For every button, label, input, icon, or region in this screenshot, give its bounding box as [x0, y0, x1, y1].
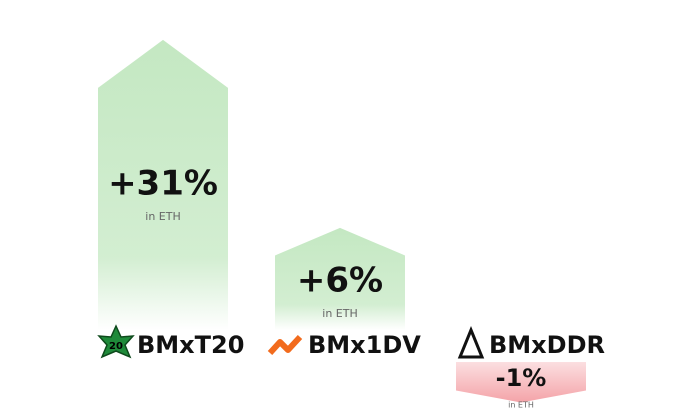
category-label: BMxDDR — [489, 331, 605, 359]
value-label: -1% — [496, 364, 547, 392]
value-label: +6% — [297, 260, 383, 300]
arrow-bar — [98, 39, 228, 330]
category-label: BMx1DV — [308, 331, 421, 359]
value-label: +31% — [108, 163, 218, 203]
unit-note: in ETH — [145, 210, 180, 223]
category-label: BMxT20 — [137, 331, 244, 359]
arrow-bar — [275, 227, 405, 330]
zigzag-icon — [267, 334, 303, 356]
delta-icon — [457, 326, 485, 359]
badge: 20 — [109, 341, 123, 352]
unit-note: in ETH — [322, 307, 357, 320]
arrow-bar — [456, 362, 586, 403]
star-icon: 20 — [97, 324, 135, 359]
unit-note: in ETH — [508, 401, 534, 410]
